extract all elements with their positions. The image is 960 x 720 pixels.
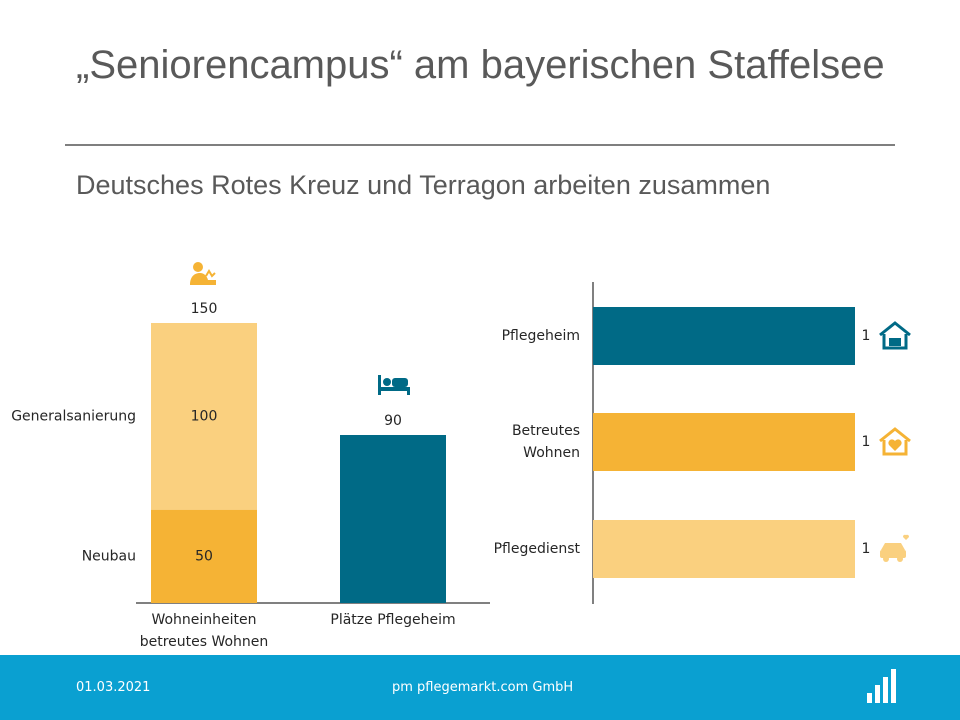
bar-total-label: 90: [384, 413, 402, 429]
hbar-value-label: 1: [862, 541, 871, 557]
x-tick-label: Wohneinheiten: [151, 612, 256, 628]
house-heart-icon-walls: [882, 440, 908, 456]
house-care-icon: [879, 321, 911, 350]
senior-care-icon-head: [193, 262, 203, 272]
bed-icon-foot: [407, 387, 410, 395]
footer-date: 01.03.2021: [76, 680, 151, 695]
slide-title: „Seniorencampus“ am bayerischen Staffels…: [76, 43, 885, 87]
bar-segment: [151, 323, 257, 510]
senior-care-icon-body: [190, 273, 216, 285]
y-tick-label: Pflegeheim: [502, 328, 580, 344]
hbar: [593, 520, 855, 578]
bed-icon-blanket: [392, 378, 408, 387]
car-care-icon-body: [880, 550, 906, 558]
bed-icon-pillow: [383, 378, 391, 386]
slide-subtitle: Deutsches Rotes Kreuz und Terragon arbei…: [76, 170, 771, 200]
y-tick-label: Betreutes: [512, 423, 580, 439]
footer-company: pm pflegemarkt.com GmbH: [392, 680, 574, 695]
series-label: Neubau: [82, 548, 136, 564]
bar-segment: [340, 435, 446, 603]
hbar: [593, 413, 855, 471]
x-tick-label: Plätze Pflegeheim: [330, 612, 455, 628]
bar-total-label: 150: [191, 301, 218, 317]
car-care-icon-wheel-right: [897, 556, 903, 562]
bar-segment: [151, 509, 257, 603]
house-heart-icon-roof: [879, 427, 911, 443]
bed-icon-post: [378, 375, 381, 395]
y-tick-label: Wohnen: [523, 445, 580, 461]
hbar-value-label: 1: [862, 328, 871, 344]
car-care-icon: [880, 534, 910, 562]
bed-icon-frame: [378, 387, 410, 391]
y-tick-label: Pflegedienst: [494, 541, 581, 557]
car-care-icon-heart: [902, 534, 910, 540]
bar-segment-value-label: 100: [191, 408, 218, 424]
senior-care-icon: [190, 262, 216, 285]
company-logo-icon: [867, 669, 896, 703]
house-care-icon-roof: [879, 321, 911, 337]
car-care-icon-wheel-left: [883, 556, 889, 562]
bar-segment-value-label: 50: [195, 548, 213, 564]
senior-care-icon-pulse: [205, 269, 216, 278]
house-care-icon-walls: [882, 334, 908, 350]
hbar: [593, 307, 855, 365]
house-care-icon-bed: [889, 338, 901, 346]
car-care-icon-cabin: [881, 543, 905, 550]
bed-icon: [378, 375, 410, 395]
hbar-value-label: 1: [862, 434, 871, 450]
x-tick-label: betreutes Wohnen: [140, 634, 269, 650]
house-heart-icon: [879, 427, 911, 456]
series-label: Generalsanierung: [11, 408, 136, 424]
footer-bar: 01.03.2021 pm pflegemarkt.com GmbH: [0, 655, 960, 720]
title-divider: [65, 144, 895, 146]
house-heart-icon-heart: [888, 439, 902, 451]
